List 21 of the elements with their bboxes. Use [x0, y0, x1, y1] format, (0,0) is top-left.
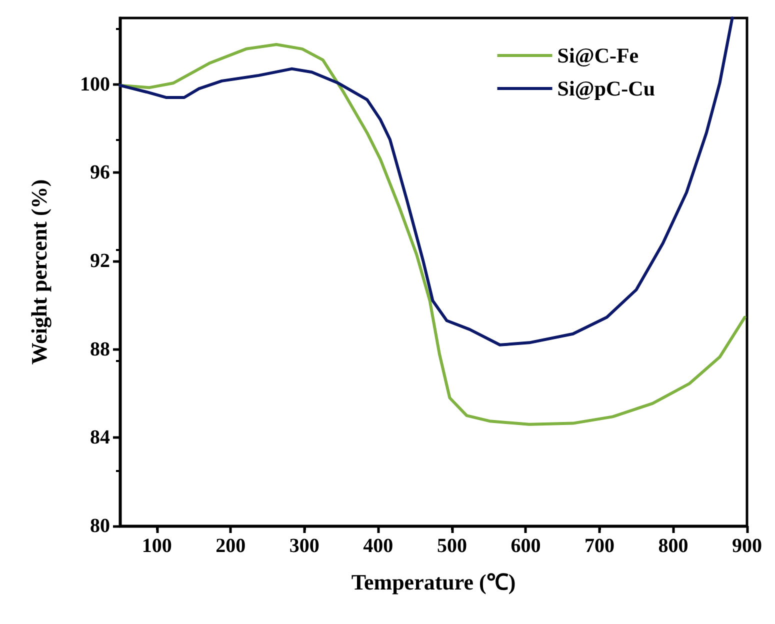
- x-tick-label: 900: [732, 535, 762, 557]
- y-tick-label: 80: [90, 515, 110, 537]
- x-tick-label: 500: [436, 535, 467, 557]
- x-axis-title: Temperature (℃): [351, 570, 516, 594]
- line-series: [118, 16, 734, 346]
- x-tick-label: 600: [510, 535, 541, 557]
- y-tick-label: 96: [90, 162, 110, 184]
- x-tick-label: 800: [658, 535, 688, 557]
- y-tick-label: 88: [90, 338, 110, 360]
- x-tick-label: 400: [363, 535, 394, 557]
- line-series: [118, 43, 746, 426]
- y-tick-label: 100: [80, 73, 110, 96]
- y-tick-label: 84: [90, 426, 110, 449]
- x-tick-label: 100: [142, 535, 172, 557]
- x-tick-label: 700: [584, 535, 614, 557]
- legend-label: Si@C-Fe: [557, 44, 639, 68]
- x-tick-label: 200: [216, 535, 246, 557]
- y-tick-label: 92: [90, 250, 110, 272]
- y-axis-title: Weight percent (%): [26, 179, 52, 365]
- legend-label: Si@pC-Cu: [557, 76, 656, 100]
- x-tick-label: 300: [289, 535, 320, 557]
